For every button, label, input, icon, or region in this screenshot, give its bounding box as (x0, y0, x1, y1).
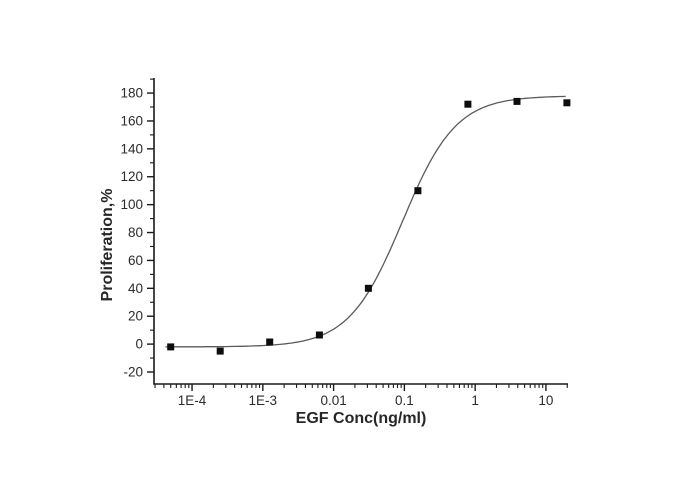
x-tick-label: 1 (471, 393, 479, 408)
axis-lines (153, 78, 568, 385)
y-tick-label: 120 (120, 169, 143, 184)
fit-curve (165, 95, 566, 348)
data-point (414, 187, 422, 195)
y-tick-label: 20 (128, 309, 143, 324)
y-tick-label: 140 (120, 141, 143, 156)
y-tick-label: 80 (128, 225, 143, 240)
y-tick-label: 160 (120, 113, 143, 128)
x-tick-label: 0.1 (395, 393, 414, 408)
y-tick-label: 40 (128, 281, 143, 296)
y-tick-label: -20 (123, 365, 143, 380)
x-tick-label: 1E-3 (249, 393, 278, 408)
x-tick-label: 1E-4 (178, 393, 207, 408)
data-point (364, 284, 372, 292)
y-tick-label: 180 (120, 86, 143, 101)
data-point (563, 99, 571, 107)
x-tick-label: 0.01 (320, 393, 346, 408)
data-point (464, 100, 472, 108)
data-point (513, 97, 521, 105)
x-axis-title: EGF Conc(ng/ml) (295, 410, 427, 427)
data-point (216, 347, 224, 355)
data-point (167, 343, 175, 351)
y-axis-title: Proliferation,% (99, 188, 116, 302)
x-tick-label: 10 (538, 393, 553, 408)
y-tick-label: 60 (128, 253, 143, 268)
y-tick-label: 100 (120, 197, 143, 212)
data-point (266, 338, 274, 346)
y-tick-label: 0 (135, 337, 143, 352)
data-point (315, 331, 323, 339)
